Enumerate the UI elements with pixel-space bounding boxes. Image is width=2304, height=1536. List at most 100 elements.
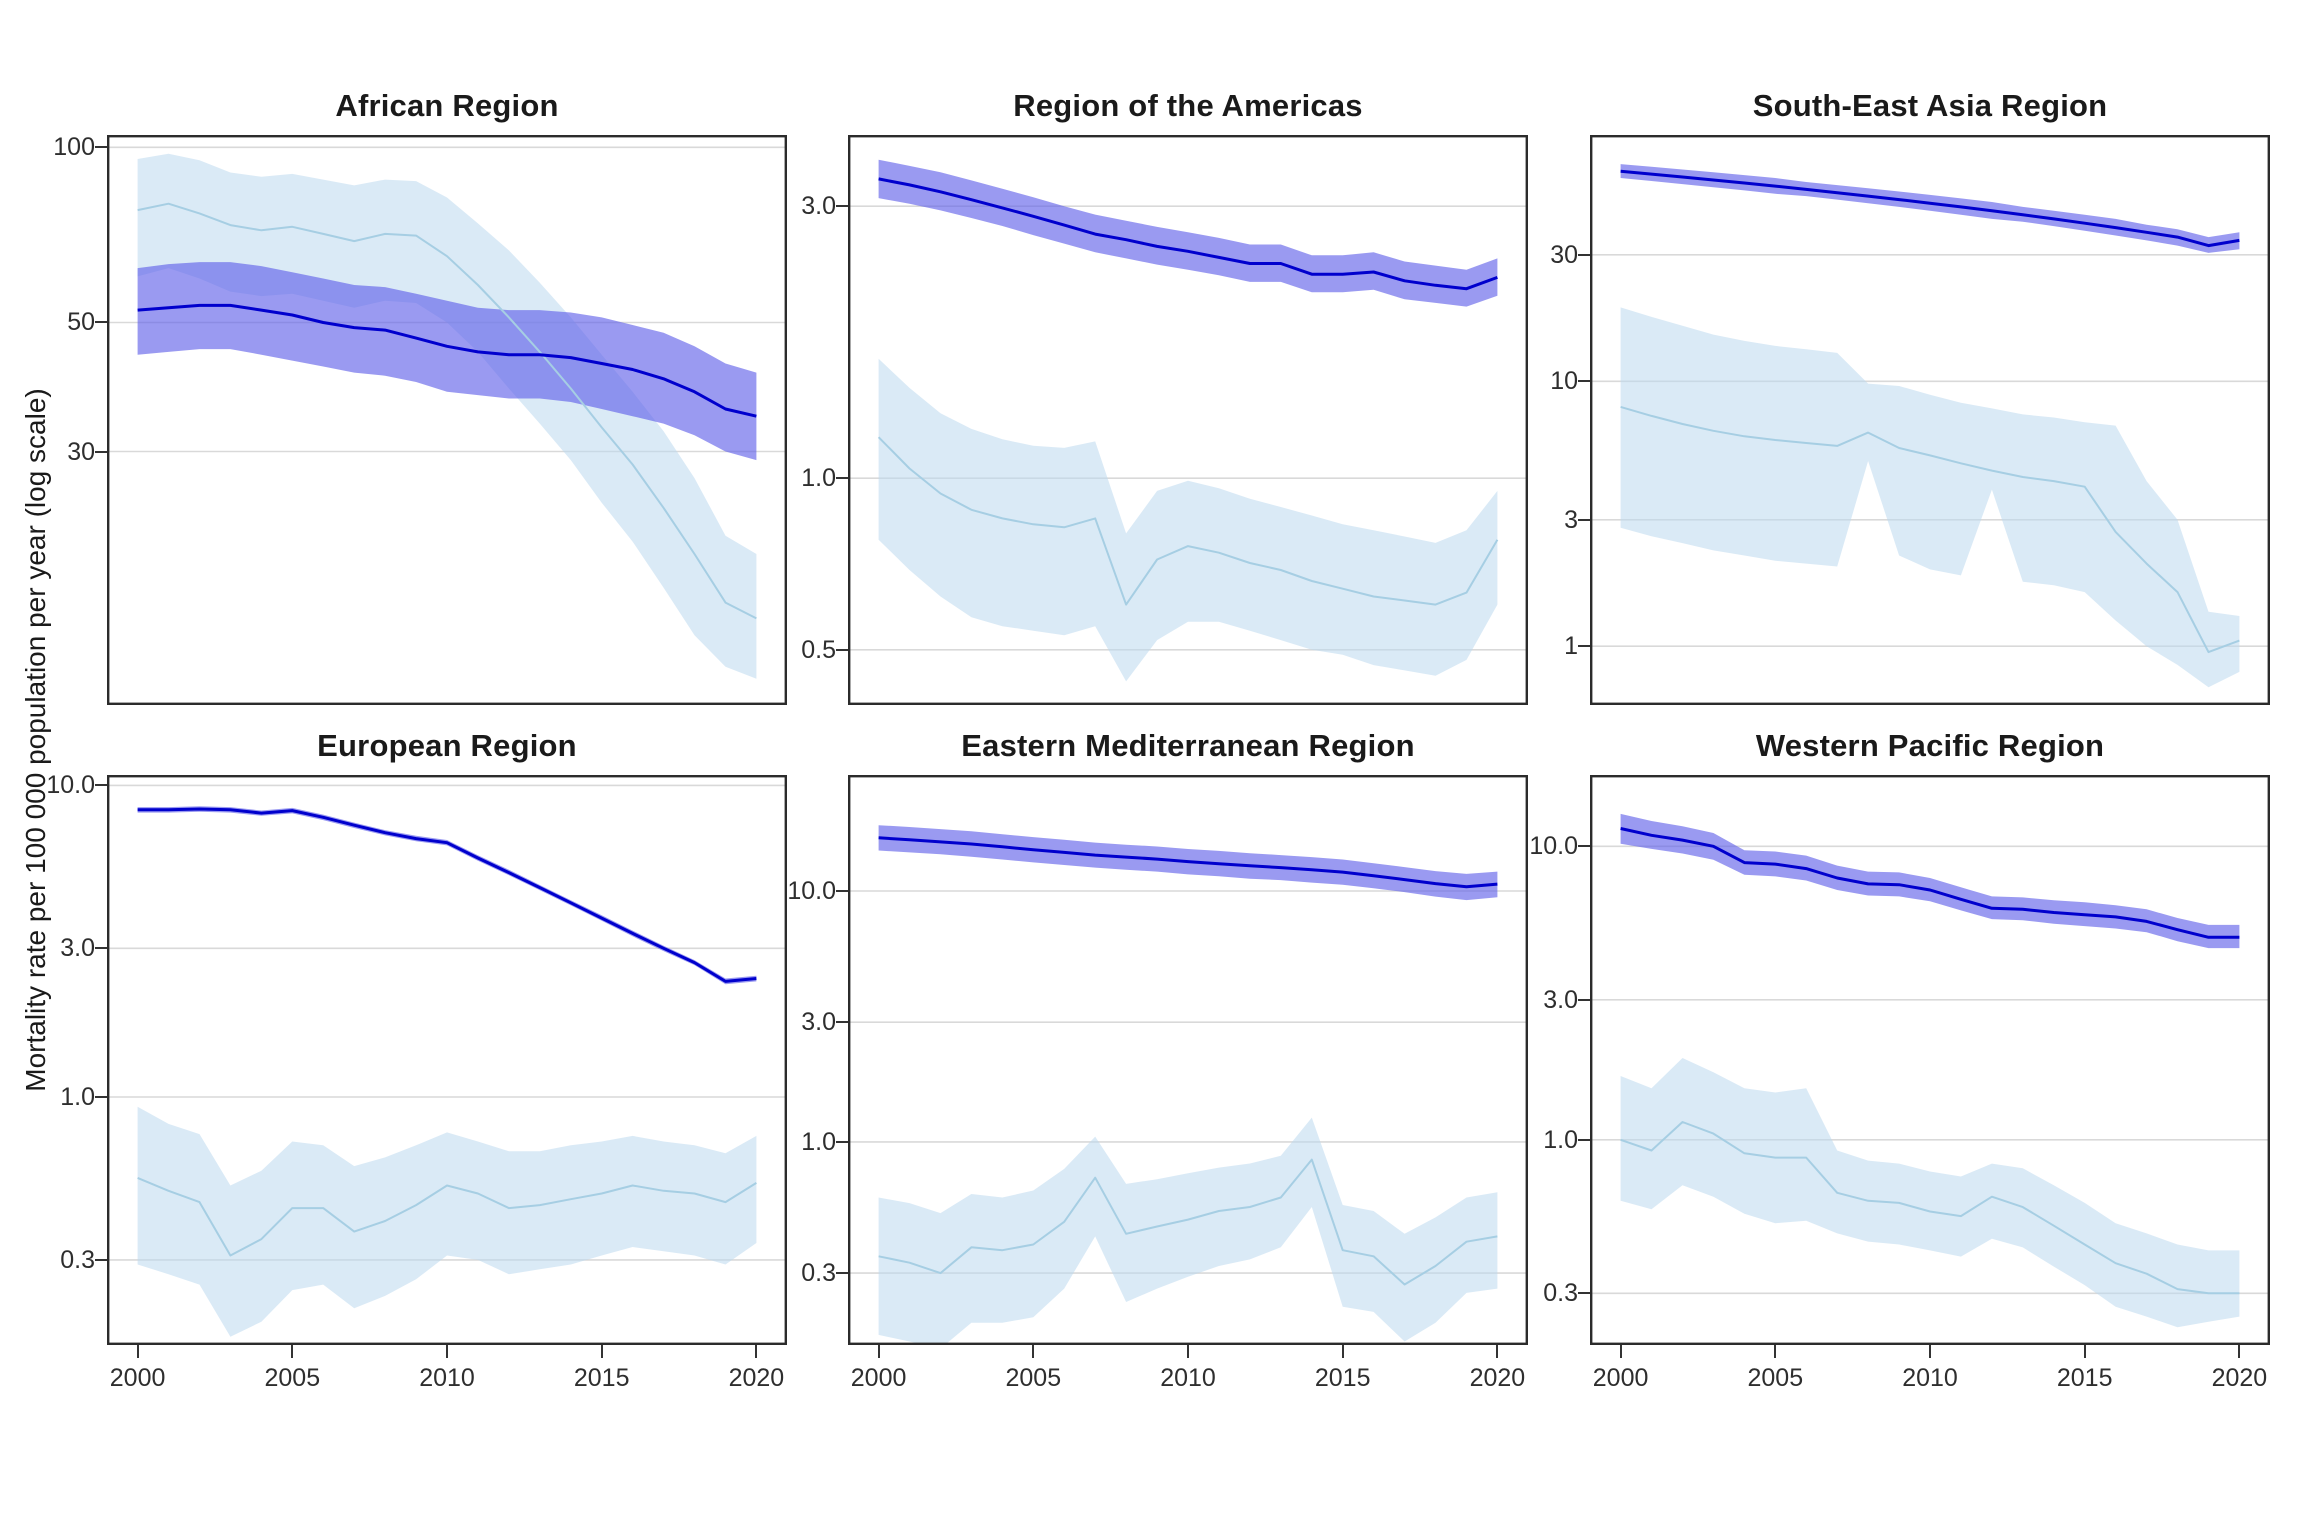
panel-border: [107, 775, 787, 1345]
x-tick-mark: [136, 1345, 139, 1358]
dark-series-line: [1620, 169, 2240, 248]
x-tick-label: 2005: [1005, 1364, 1062, 1392]
light-series-line: [137, 1176, 757, 1257]
y-tick-mark: [836, 1272, 848, 1275]
y-tick-label: 50: [67, 308, 95, 337]
y-tick-label: 30: [67, 437, 95, 466]
y-tick-mark: [1578, 998, 1590, 1001]
light-series-ribbon: [137, 1106, 757, 1337]
light-series-line: [1620, 405, 2240, 654]
y-tick-label: 0.3: [1543, 1279, 1578, 1308]
y-tick-label: 3.0: [801, 1008, 836, 1037]
panel-title-region-of-the-americas: Region of the Americas: [1013, 88, 1363, 123]
y-tick-mark: [95, 146, 107, 149]
panel-title-african-region: African Region: [335, 88, 559, 123]
y-tick-mark: [836, 1140, 848, 1143]
light-series-line: [1620, 1121, 2240, 1295]
x-tick-mark: [1619, 1345, 1622, 1358]
x-tick-label: 2000: [109, 1364, 166, 1392]
panel-plot-eastern-mediterranean-region: [848, 775, 1528, 1345]
light-series-line: [878, 1158, 1498, 1286]
x-tick-mark: [1187, 1345, 1189, 1358]
x-tick-label: 2005: [1747, 1364, 1804, 1392]
y-tick-mark: [95, 450, 107, 453]
y-tick-mark: [1578, 253, 1590, 256]
y-tick-label: 1: [1564, 632, 1578, 661]
y-tick-label: 0.3: [801, 1259, 836, 1288]
y-tick-mark: [836, 477, 848, 480]
dark-series-ribbon: [137, 806, 757, 985]
panel-plot-south-east-asia-region: [1590, 135, 2270, 705]
y-tick-mark: [1578, 1292, 1590, 1295]
y-tick-label: 10.0: [1529, 832, 1578, 861]
dark-series-line: [1620, 827, 2240, 939]
y-tick-label: 10.0: [46, 771, 95, 800]
x-tick-mark: [1341, 1345, 1344, 1358]
panel-title-eastern-mediterranean-region: Eastern Mediterranean Region: [961, 728, 1415, 763]
dark-series-ribbon: [1620, 164, 2240, 253]
x-tick-label: 2015: [573, 1364, 630, 1392]
x-tick-mark: [446, 1345, 448, 1358]
y-tick-label: 3.0: [1543, 985, 1578, 1014]
dark-series-ribbon: [137, 262, 757, 461]
panel-african-region: [107, 135, 787, 705]
x-tick-label: 2000: [850, 1364, 907, 1392]
panel-border: [1590, 775, 2270, 1345]
y-tick-mark: [95, 1096, 107, 1098]
x-tick-label: 2000: [1592, 1364, 1649, 1392]
panel-plot-region-of-the-americas: [848, 135, 1528, 705]
y-tick-label: 1.0: [801, 464, 836, 493]
y-tick-label: 100: [53, 133, 95, 162]
light-series-ribbon: [878, 358, 1498, 682]
dark-series-ribbon: [878, 159, 1498, 307]
x-tick-label: 2010: [419, 1364, 475, 1392]
y-tick-mark: [836, 648, 848, 651]
y-tick-label: 3.0: [801, 192, 836, 221]
y-tick-label: 3: [1564, 505, 1578, 534]
y-tick-label: 1.0: [60, 1083, 95, 1111]
panel-western-pacific-region: [1590, 775, 2270, 1345]
dark-series-ribbon: [1620, 813, 2240, 949]
x-tick-label: 2010: [1902, 1364, 1958, 1392]
y-tick-mark: [836, 890, 848, 892]
panel-border: [107, 135, 787, 705]
light-series-line: [877, 436, 1499, 606]
panel-plot-african-region: [107, 135, 787, 705]
x-tick-label: 2020: [728, 1364, 785, 1392]
y-tick-label: 3.0: [60, 934, 95, 963]
panel-border: [1590, 135, 2270, 705]
y-tick-mark: [95, 321, 107, 324]
y-tick-mark: [836, 1021, 848, 1024]
y-tick-mark: [836, 205, 848, 208]
dark-series-line: [878, 836, 1498, 889]
y-tick-mark: [95, 784, 107, 787]
y-tick-mark: [95, 1258, 107, 1261]
x-tick-label: 2015: [1314, 1364, 1371, 1392]
x-tick-mark: [2083, 1345, 2086, 1358]
x-tick-mark: [600, 1345, 603, 1358]
panel-border: [848, 775, 1528, 1345]
x-tick-label: 2010: [1160, 1364, 1216, 1392]
y-tick-mark: [1578, 845, 1590, 848]
panel-plot-european-region: [107, 775, 787, 1345]
dark-series-line: [137, 303, 757, 418]
x-tick-label: 2015: [2056, 1364, 2113, 1392]
y-axis-label: Mortality rate per 100 000 population pe…: [20, 388, 51, 1092]
light-series-ribbon: [1620, 1058, 2240, 1328]
y-tick-mark: [95, 947, 107, 950]
y-tick-label: 10: [1550, 367, 1578, 396]
light-series-line: [137, 202, 757, 620]
y-tick-label: 0.5: [801, 635, 836, 664]
panel-border: [848, 135, 1528, 705]
y-tick-mark: [1578, 380, 1590, 383]
panel-eastern-mediterranean-region: [848, 775, 1528, 1345]
panel-european-region: [107, 775, 787, 1345]
panel-title-european-region: European Region: [317, 728, 577, 763]
light-series-ribbon: [1620, 307, 2240, 688]
light-series-ribbon: [878, 1117, 1498, 1345]
x-tick-mark: [291, 1345, 294, 1358]
x-tick-mark: [1929, 1345, 1931, 1358]
y-tick-label: 1.0: [1543, 1125, 1578, 1154]
panel-region-of-the-americas: [848, 135, 1528, 705]
